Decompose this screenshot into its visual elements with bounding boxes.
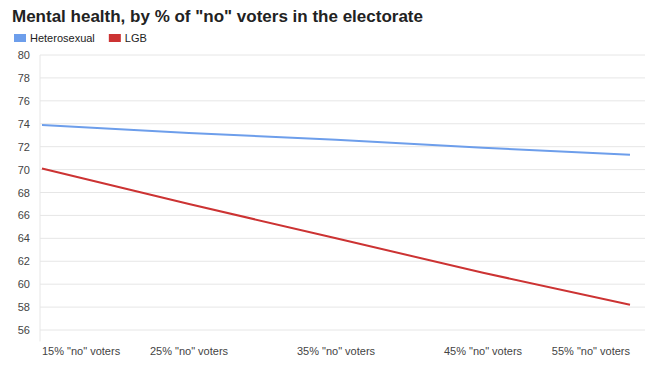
legend-swatch — [14, 34, 26, 42]
legend-label: Heterosexual — [30, 32, 95, 44]
legend-label: LGB — [125, 32, 147, 44]
y-tick-label: 56 — [18, 324, 30, 336]
grid-line — [40, 146, 645, 147]
y-tick-label: 62 — [18, 255, 30, 267]
y-tick-label: 72 — [18, 141, 30, 153]
y-tick-label: 70 — [18, 164, 30, 176]
grid-line — [40, 123, 645, 124]
x-tick-label: 35% "no" voters — [297, 345, 376, 357]
y-tick-label: 64 — [18, 232, 30, 244]
y-tick-label: 58 — [18, 301, 30, 313]
grid-line — [40, 215, 645, 216]
grid-line — [40, 169, 645, 170]
grid-line — [40, 330, 645, 331]
legend-swatch — [109, 34, 121, 42]
plot-area — [42, 125, 630, 305]
grid-line — [40, 100, 645, 101]
grid-line — [40, 77, 645, 78]
y-tick-label: 68 — [18, 187, 30, 199]
y-axis-line — [40, 55, 41, 341]
x-tick-label: 15% "no" voters — [42, 345, 121, 357]
title: Mental health, by % of "no" voters in th… — [12, 7, 423, 26]
grid-line — [40, 307, 645, 308]
y-tick-label: 66 — [18, 209, 30, 221]
grid-line — [40, 55, 645, 56]
y-tick-label: 78 — [18, 72, 30, 84]
y-tick-label: 60 — [18, 278, 30, 290]
y-tick-label: 80 — [18, 49, 30, 61]
x-tick-label: 55% "no" voters — [552, 345, 631, 357]
y-tick-label: 76 — [18, 95, 30, 107]
grid-line — [40, 238, 645, 239]
x-tick-label: 25% "no" voters — [150, 345, 229, 357]
grid-line — [40, 284, 645, 285]
grid-line — [40, 261, 645, 262]
grid-line — [40, 192, 645, 193]
series-line — [42, 168, 630, 304]
series-line — [42, 125, 630, 155]
x-tick-label: 45% "no" voters — [444, 345, 523, 357]
y-tick-label: 74 — [18, 118, 30, 130]
chart: Mental health, by % of "no" voters in th… — [0, 0, 651, 368]
